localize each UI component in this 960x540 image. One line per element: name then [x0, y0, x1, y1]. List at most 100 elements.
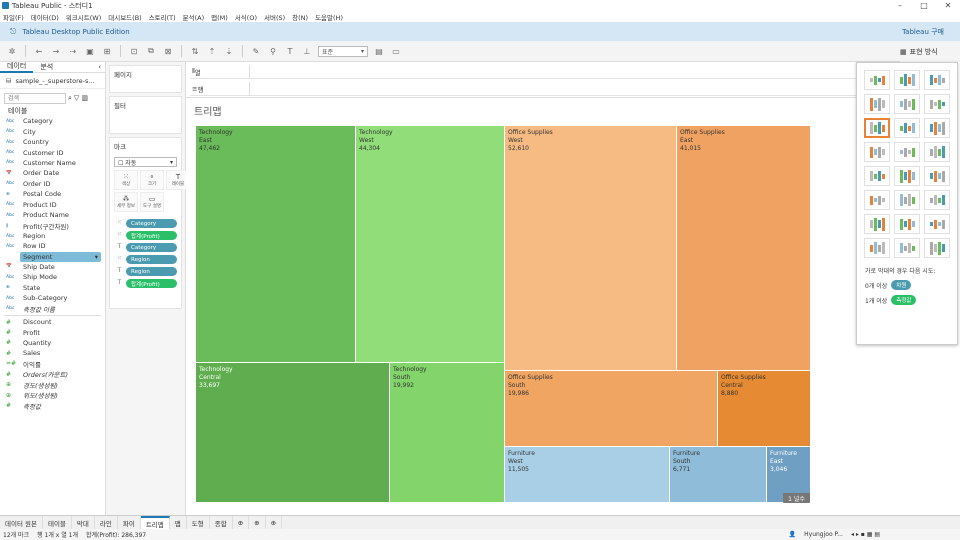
- field-item[interactable]: ⫼ Profit(구간차원): [0, 220, 105, 231]
- field-item[interactable]: AbcSegment▾: [20, 251, 101, 262]
- field-item[interactable]: =# 이익률: [0, 359, 105, 369]
- sheet-tab[interactable]: 도형: [187, 515, 210, 530]
- show-me-toggle[interactable]: ▦ 표현 방식: [900, 41, 960, 62]
- chart-type-thumbnail[interactable]: [924, 118, 950, 138]
- sheet-tab[interactable]: 테이블: [43, 515, 72, 530]
- chart-type-thumbnail[interactable]: [864, 142, 890, 162]
- chart-type-thumbnail[interactable]: [924, 214, 950, 234]
- field-item[interactable]: Abc Customer ID: [0, 147, 105, 157]
- new-datasource-icon[interactable]: ⊞: [103, 46, 111, 56]
- fit-dropdown[interactable]: 표준 ▾: [318, 45, 368, 57]
- columns-shelf[interactable]: ⫴ 열: [190, 65, 956, 79]
- duplicate-sheet-icon[interactable]: ⧉: [148, 46, 154, 55]
- marks-pill[interactable]: ⁙ 합계(Profit): [117, 231, 177, 240]
- save-icon[interactable]: ▣: [86, 46, 94, 56]
- treemap-cell[interactable]: Office Supplies South 19,986: [505, 371, 718, 447]
- sheet-tab[interactable]: 종합: [210, 515, 233, 530]
- treemap-cell[interactable]: Office Supplies East 41,015: [677, 126, 811, 371]
- field-item[interactable]: Abc Customer Name: [0, 158, 105, 168]
- chart-type-thumbnail[interactable]: [864, 70, 890, 90]
- field-item[interactable]: Abc Row ID: [0, 241, 105, 251]
- show-cards-icon[interactable]: ▤: [375, 46, 383, 56]
- marks-pill[interactable]: ⁙ Region: [117, 255, 177, 264]
- minimize-button[interactable]: –: [898, 1, 902, 10]
- chart-type-thumbnail[interactable]: [924, 94, 950, 114]
- menu-analysis[interactable]: 분석(A): [182, 13, 205, 22]
- field-item[interactable]: ⊕ State: [0, 283, 105, 293]
- filter-icon[interactable]: ▽: [73, 94, 80, 102]
- field-item[interactable]: # 측정값: [0, 400, 105, 411]
- sheet-tab[interactable]: 트리맵: [140, 515, 170, 530]
- field-item[interactable]: Abc 측정값 이름: [0, 303, 105, 314]
- sort-asc-icon[interactable]: ⇡: [208, 46, 216, 56]
- chart-type-thumbnail[interactable]: [864, 190, 890, 210]
- menu-help[interactable]: 도움말(H): [315, 13, 343, 22]
- field-item[interactable]: Abc Country: [0, 137, 105, 147]
- field-item[interactable]: ⊕ 경도(생성됨): [0, 380, 105, 390]
- sort-desc-icon[interactable]: ⇣: [225, 46, 233, 56]
- menu-dashboard[interactable]: 대시보드(B): [108, 13, 142, 22]
- field-item[interactable]: 📅 Ship Date: [0, 262, 105, 272]
- collapse-icon[interactable]: ‹: [98, 63, 101, 71]
- chart-type-thumbnail[interactable]: [894, 214, 920, 234]
- menu-file[interactable]: 파일(F): [3, 13, 24, 22]
- chart-type-thumbnail[interactable]: [864, 166, 890, 186]
- group-icon[interactable]: ⚲: [270, 46, 276, 56]
- sheet-tab[interactable]: 파이: [118, 515, 141, 530]
- menu-format[interactable]: 서식(O): [234, 13, 257, 22]
- chart-type-thumbnail[interactable]: [864, 214, 890, 234]
- datasource-row[interactable]: ⛁ sample_-_superstore-s...: [0, 73, 105, 89]
- sheet-tab[interactable]: 데이터 원본: [0, 515, 43, 530]
- rows-shelf[interactable]: ≡ 행: [190, 82, 956, 96]
- menu-window[interactable]: 창(N): [292, 13, 309, 22]
- treemap-cell[interactable]: Furniture West 11,505: [505, 447, 670, 503]
- treemap-cell[interactable]: Technology East 47,462: [196, 126, 356, 363]
- field-item[interactable]: ⊕ 위도(생성됨): [0, 390, 105, 401]
- new-dashboard-icon[interactable]: ⊕: [249, 515, 266, 530]
- menu-story[interactable]: 스토리(T): [148, 13, 176, 22]
- field-item[interactable]: # Orders(카운트): [0, 369, 105, 380]
- color-button[interactable]: ⁙ 색상: [114, 170, 138, 190]
- new-worksheet-icon[interactable]: ⊡: [130, 46, 138, 56]
- treemap-cell[interactable]: Office Supplies Central 8,880: [718, 371, 811, 447]
- view-options-icon[interactable]: ▥: [81, 94, 88, 102]
- sheet-tab[interactable]: 라인: [95, 515, 118, 530]
- field-item[interactable]: ⊕ Postal Code: [0, 189, 105, 199]
- size-button[interactable]: ⚬ 크기: [140, 170, 164, 190]
- menu-map[interactable]: 맵(M): [211, 13, 228, 22]
- field-item[interactable]: Abc Product ID: [0, 200, 105, 210]
- marks-pill[interactable]: T Region: [118, 267, 177, 276]
- status-user[interactable]: Hyungjoo P...: [804, 531, 843, 538]
- buy-tableau-link[interactable]: Tableau 구매: [902, 27, 944, 36]
- tableau-logo-icon[interactable]: ✲: [8, 46, 16, 56]
- tooltip-button[interactable]: ▭ 도구 설명: [140, 192, 164, 212]
- chart-type-thumbnail[interactable]: [894, 142, 920, 162]
- chart-type-thumbnail[interactable]: [864, 118, 890, 138]
- redo-icon[interactable]: →: [52, 46, 60, 56]
- marks-pill[interactable]: T Category: [118, 243, 177, 252]
- chart-type-thumbnail[interactable]: [924, 166, 950, 186]
- tab-data[interactable]: 데이터: [0, 61, 34, 73]
- field-item[interactable]: 📅 Order Date: [0, 168, 105, 178]
- maximize-button[interactable]: □: [920, 1, 928, 10]
- new-story-icon[interactable]: ⊕: [266, 515, 283, 530]
- field-item[interactable]: Abc Sub-Category: [0, 293, 105, 303]
- chart-type-thumbnail[interactable]: [894, 190, 920, 210]
- marks-pill[interactable]: ⁙ Category: [117, 219, 177, 228]
- null-count-badge[interactable]: 1 널수: [783, 493, 810, 503]
- fix-axes-icon[interactable]: ⊥: [303, 46, 311, 56]
- chart-type-thumbnail[interactable]: [894, 238, 920, 258]
- chart-type-thumbnail[interactable]: [924, 142, 950, 162]
- treemap-cell[interactable]: Technology South 19,992: [390, 363, 505, 503]
- clear-sheet-icon[interactable]: ⊠: [164, 46, 172, 56]
- undo-icon[interactable]: ←: [35, 46, 43, 56]
- chart-type-thumbnail[interactable]: [894, 118, 920, 138]
- treemap-cell[interactable]: Technology Central 33,697: [196, 363, 390, 503]
- chart-type-thumbnail[interactable]: [894, 94, 920, 114]
- redo-dropdown-icon[interactable]: ⇢: [69, 46, 77, 56]
- chart-type-thumbnail[interactable]: [924, 70, 950, 90]
- field-item[interactable]: Abc City: [0, 126, 105, 136]
- sheet-tab[interactable]: 맵: [170, 515, 187, 530]
- field-item[interactable]: Abc Ship Mode: [0, 272, 105, 282]
- pages-card[interactable]: 페이지: [109, 65, 182, 93]
